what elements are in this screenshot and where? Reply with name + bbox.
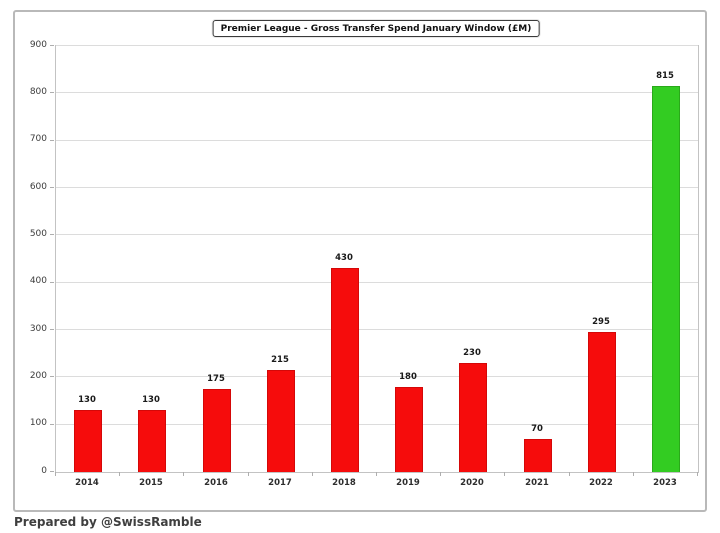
- x-tick-label: 2018: [332, 478, 356, 488]
- x-tick-label: 2020: [460, 478, 484, 488]
- gridline: [56, 187, 698, 188]
- bar-2014: [74, 410, 102, 472]
- y-tick-label: 0: [41, 466, 47, 476]
- x-tick-label: 2021: [525, 478, 549, 488]
- bar-value-label: 295: [592, 317, 610, 327]
- chart-title: Premier League - Gross Transfer Spend Ja…: [212, 20, 540, 37]
- bar-2018: [331, 268, 359, 472]
- y-axis-tick: [50, 376, 54, 377]
- bar-value-label: 70: [531, 424, 543, 434]
- bar-2022: [588, 332, 616, 472]
- y-tick-label: 500: [29, 229, 47, 239]
- bar-value-label: 175: [207, 374, 225, 384]
- y-axis-tick: [50, 471, 54, 472]
- x-tick-label: 2016: [204, 478, 228, 488]
- credit-text: Prepared by @SwissRamble: [14, 515, 202, 529]
- x-tick-label: 2014: [75, 478, 99, 488]
- bar-2023: [652, 86, 680, 472]
- gridline: [56, 329, 698, 330]
- x-tick-label: 2015: [139, 478, 163, 488]
- y-axis-tick: [50, 424, 54, 425]
- x-tick-label: 2019: [396, 478, 420, 488]
- x-axis-tick: [376, 472, 377, 476]
- bar-value-label: 180: [399, 372, 417, 382]
- bar-2019: [395, 387, 423, 472]
- bar-2016: [203, 389, 231, 472]
- bar-2017: [267, 370, 295, 472]
- x-axis-tick: [119, 472, 120, 476]
- bar-2015: [138, 410, 166, 472]
- bar-value-label: 130: [142, 395, 160, 405]
- x-axis-tick: [504, 472, 505, 476]
- x-axis-tick: [183, 472, 184, 476]
- x-axis-tick: [312, 472, 313, 476]
- y-axis-tick: [50, 282, 54, 283]
- bar-value-label: 130: [78, 395, 96, 405]
- y-tick-label: 600: [29, 182, 47, 192]
- y-axis-tick: [50, 140, 54, 141]
- gridline: [56, 92, 698, 93]
- x-tick-label: 2017: [268, 478, 292, 488]
- gridline: [56, 234, 698, 235]
- y-axis-tick: [50, 92, 54, 93]
- y-tick-label: 400: [29, 276, 47, 286]
- gridline: [56, 282, 698, 283]
- bar-2020: [459, 363, 487, 472]
- x-axis-tick: [248, 472, 249, 476]
- y-tick-label: 800: [29, 87, 47, 97]
- bar-value-label: 230: [463, 348, 481, 358]
- y-axis-tick: [50, 187, 54, 188]
- y-axis-tick: [50, 234, 54, 235]
- y-tick-label: 300: [29, 324, 47, 334]
- y-tick-label: 200: [29, 371, 47, 381]
- bar-value-label: 215: [271, 355, 289, 365]
- x-axis-tick: [697, 472, 698, 476]
- x-axis-tick: [633, 472, 634, 476]
- bar-value-label: 430: [335, 253, 353, 263]
- y-axis-tick: [50, 45, 54, 46]
- bar-value-label: 815: [656, 71, 674, 81]
- y-tick-label: 900: [29, 40, 47, 50]
- x-axis-tick: [55, 472, 56, 476]
- bar-2021: [524, 439, 552, 472]
- y-tick-label: 700: [29, 134, 47, 144]
- y-axis-tick: [50, 329, 54, 330]
- x-tick-label: 2022: [589, 478, 613, 488]
- gridline: [56, 45, 698, 46]
- x-axis-tick: [440, 472, 441, 476]
- gridline: [56, 424, 698, 425]
- gridline: [56, 140, 698, 141]
- x-axis-tick: [569, 472, 570, 476]
- y-tick-label: 100: [29, 418, 47, 428]
- plot-area: [55, 45, 699, 473]
- x-tick-label: 2023: [653, 478, 677, 488]
- gridline: [56, 376, 698, 377]
